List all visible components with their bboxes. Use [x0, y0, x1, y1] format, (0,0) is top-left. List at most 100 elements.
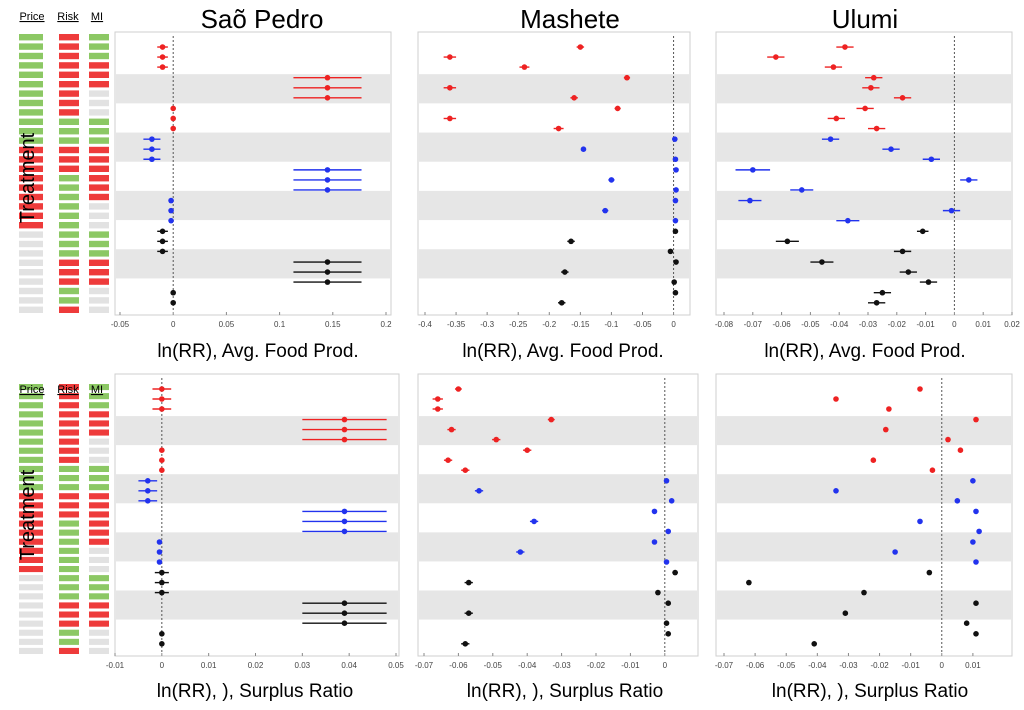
- key-cell: [19, 529, 43, 536]
- x-tick-label: 0.05: [388, 661, 404, 670]
- data-point: [434, 396, 441, 402]
- key-cell: [19, 231, 43, 238]
- data-point: [870, 457, 877, 464]
- x-tick-label: -0.03: [839, 661, 858, 670]
- key-header-risk: Risk: [57, 11, 79, 23]
- data-point: [159, 579, 165, 586]
- data-point: [455, 386, 462, 392]
- key-cell: [89, 269, 109, 276]
- key-cell: [89, 584, 109, 591]
- data-point: [672, 289, 679, 296]
- key-cell: [19, 502, 43, 509]
- data-point: [447, 84, 453, 91]
- key-cell: [89, 175, 109, 182]
- data-point: [892, 549, 898, 555]
- data-point: [819, 259, 825, 265]
- key-cell: [59, 520, 79, 527]
- data-point: [159, 238, 166, 245]
- key-cell: [89, 184, 109, 191]
- data-point: [548, 416, 555, 423]
- key-cell: [19, 62, 43, 69]
- key-cell: [59, 128, 79, 135]
- data-point: [655, 589, 661, 596]
- data-point: [341, 436, 348, 443]
- x-tick-label: -0.2: [542, 320, 556, 329]
- x-axis-ticks: -0.07 -0.06 -0.05 -0.04 -0.03 -0.02 -0.01 0: [415, 653, 668, 670]
- data-point: [448, 426, 455, 433]
- x-tick-label: 0.01: [965, 661, 981, 670]
- data-point: [149, 156, 155, 163]
- band: [419, 249, 689, 279]
- key-cell: [19, 156, 43, 163]
- panel-4: -0.07 -0.06 -0.05 -0.04 -0.03 -0.02 -0.01 0: [415, 373, 699, 670]
- data-point: [963, 620, 970, 626]
- data-point: [746, 579, 752, 586]
- key-cell: [89, 611, 109, 618]
- data-point: [341, 600, 348, 606]
- key-cell: [59, 638, 79, 645]
- data-point: [159, 589, 165, 596]
- key-cell: [19, 81, 43, 88]
- data-point: [905, 269, 912, 275]
- key-cell: [19, 511, 43, 518]
- data-point: [562, 269, 568, 275]
- xlabel-top-sao-pedro: ln(RR), Avg. Food Prod.: [157, 341, 358, 362]
- band: [419, 532, 697, 562]
- key-cell: [89, 456, 109, 463]
- x-tick-label: -0.35: [447, 320, 466, 329]
- key-cell: [59, 165, 79, 172]
- key-cell: [89, 620, 109, 627]
- key-cell: [59, 62, 79, 69]
- data-point: [672, 136, 678, 142]
- key-cell: [19, 175, 43, 182]
- key-cell: [19, 137, 43, 144]
- data-point: [672, 569, 678, 576]
- data-point: [665, 528, 672, 535]
- key-cell: [59, 184, 79, 191]
- key-cell: [59, 193, 79, 201]
- x-tick-label: -0.1: [605, 320, 619, 329]
- panel-title-mashete: Mashete: [520, 4, 620, 34]
- key-cell: [19, 146, 43, 154]
- data-point: [784, 238, 791, 245]
- key-cell: [89, 287, 109, 295]
- key-cell: [19, 118, 43, 125]
- key-cell: [19, 165, 43, 172]
- data-point: [868, 84, 874, 91]
- data-point: [672, 217, 679, 224]
- key-cell: [59, 611, 79, 618]
- data-point: [324, 167, 331, 173]
- key-cell: [89, 465, 109, 472]
- data-point: [957, 447, 964, 454]
- key-cell: [59, 629, 79, 636]
- x-tick-label: 0: [952, 320, 957, 329]
- data-point: [447, 115, 453, 122]
- band: [116, 74, 390, 104]
- key-header-risk-bottom: Risk: [57, 384, 79, 396]
- band: [116, 132, 390, 162]
- key-cell: [59, 203, 79, 210]
- data-point: [462, 641, 469, 647]
- key-cell: [19, 456, 43, 463]
- data-point: [170, 125, 176, 132]
- key-cell: [89, 128, 109, 135]
- key-cell: [19, 602, 43, 609]
- data-point: [919, 228, 926, 235]
- data-point: [341, 518, 348, 525]
- band: [717, 132, 1011, 162]
- data-point: [663, 478, 670, 484]
- key-cell: [89, 493, 109, 500]
- x-tick-label: -0.03: [552, 661, 571, 670]
- key-cell: [19, 620, 43, 627]
- x-tick-label: -0.05: [633, 320, 652, 329]
- x-tick-label: 0: [671, 320, 676, 329]
- key-cell: [59, 584, 79, 591]
- key-cell: [59, 475, 79, 482]
- data-point: [899, 95, 906, 101]
- key-cell: [59, 393, 79, 400]
- key-cell: [89, 447, 109, 454]
- data-point: [168, 197, 174, 204]
- key-cell: [59, 231, 79, 238]
- key-cell: [19, 393, 43, 400]
